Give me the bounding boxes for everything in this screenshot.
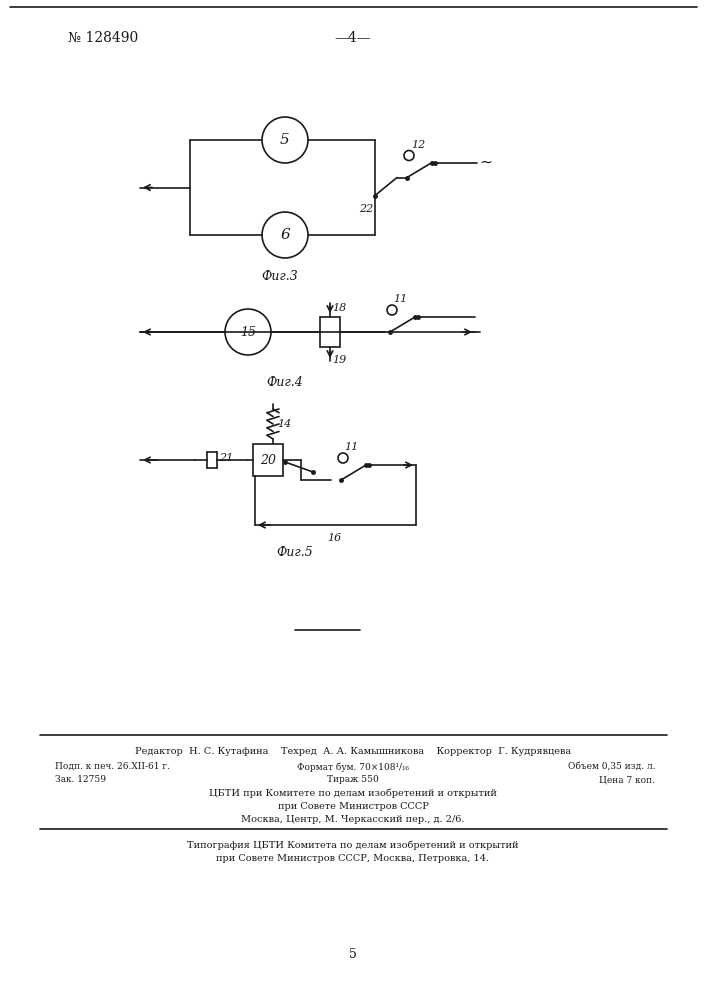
Text: 11: 11 (393, 294, 407, 304)
Text: 11: 11 (344, 442, 358, 452)
Text: 15: 15 (240, 326, 256, 338)
Text: Цена 7 коп.: Цена 7 коп. (599, 775, 655, 784)
Bar (320, 317, 340, 347)
Text: № 128490: № 128490 (68, 31, 139, 45)
Text: ЦБТИ при Комитете по делам изобретений и открытий: ЦБТИ при Комитете по делам изобретений и… (209, 789, 497, 798)
Text: при Совете Министров СССР: при Совете Министров СССР (278, 802, 428, 811)
Text: Москва, Центр, М. Черкасский пер., д. 2/6.: Москва, Центр, М. Черкасский пер., д. 2/… (241, 815, 464, 824)
Text: Подп. к печ. 26.XII-61 г.: Подп. к печ. 26.XII-61 г. (55, 762, 170, 771)
Text: при Совете Министров СССР, Москва, Петровка, 14.: при Совете Министров СССР, Москва, Петро… (216, 854, 489, 863)
Circle shape (338, 453, 348, 463)
Text: Объем 0,35 изд. л.: Объем 0,35 изд. л. (568, 762, 655, 771)
Text: 5: 5 (349, 948, 357, 962)
Text: 18: 18 (332, 303, 346, 313)
Text: Формат бум. 70×108¹/₁₆: Формат бум. 70×108¹/₁₆ (297, 762, 409, 772)
Text: 6: 6 (280, 228, 290, 242)
Text: ~: ~ (479, 155, 492, 170)
Circle shape (387, 305, 397, 315)
Text: 16: 16 (327, 533, 341, 543)
Text: Типография ЦБТИ Комитета по делам изобретений и открытий: Типография ЦБТИ Комитета по делам изобре… (187, 841, 519, 850)
Text: —4—: —4— (334, 31, 371, 45)
Text: Зак. 12759: Зак. 12759 (55, 775, 106, 784)
Bar (253, 444, 283, 476)
Text: Тираж 550: Тираж 550 (327, 775, 379, 784)
Text: Фиг.5: Фиг.5 (276, 546, 313, 560)
Text: Фиг.3: Фиг.3 (262, 270, 298, 284)
Text: Фиг.4: Фиг.4 (267, 375, 303, 388)
Text: 19: 19 (332, 355, 346, 365)
Text: 20: 20 (260, 454, 276, 466)
Text: 14: 14 (277, 419, 291, 429)
Text: Редактор  Н. С. Кутафина    Техред  А. А. Камышникова    Корректор  Г. Кудрявцев: Редактор Н. С. Кутафина Техред А. А. Кам… (135, 747, 571, 756)
Circle shape (404, 150, 414, 160)
Text: 5: 5 (280, 133, 290, 147)
Text: 21: 21 (219, 453, 233, 463)
Text: 12: 12 (411, 139, 425, 149)
Text: 22: 22 (358, 204, 373, 214)
